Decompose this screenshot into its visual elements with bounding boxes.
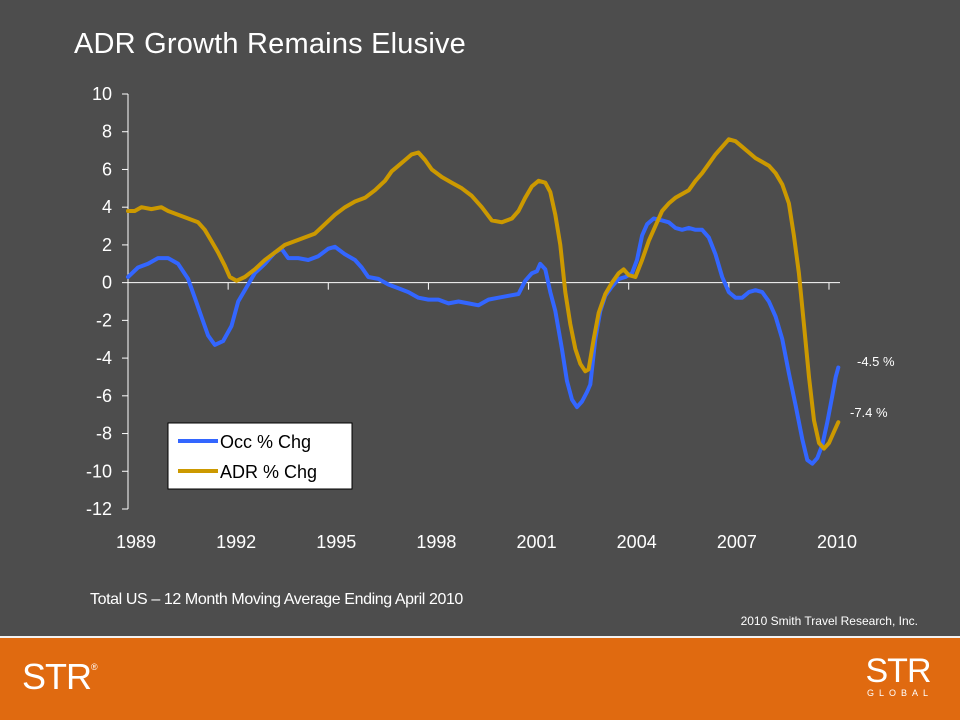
str-global-logo-main: STR [865,652,932,690]
x-tick-label: 1989 [116,532,156,552]
y-tick-label: -10 [86,461,112,481]
y-tick-label: -8 [96,424,112,444]
chart-series [126,137,841,466]
series-line-occ [126,216,841,466]
slide-title: ADR Growth Remains Elusive [74,28,466,60]
y-tick-label: -4 [96,348,112,368]
x-tick-label: 2001 [517,532,557,552]
adr-end-label: -7.4 % [850,405,888,420]
x-tick-label: 1992 [216,532,256,552]
chart-end-labels: -4.5 % -7.4 % [850,354,895,420]
chart-axes [127,94,840,509]
x-tick-label: 1995 [316,532,356,552]
y-tick-label: -12 [86,499,112,519]
y-tick-label: 8 [102,122,112,142]
y-tick-label: 4 [102,197,112,217]
legend-label-adr: ADR % Chg [220,462,317,482]
str-logo: STR® [22,656,98,698]
x-tick-label: 2007 [717,532,757,552]
x-tick-label: 2004 [617,532,657,552]
legend-label-occ: Occ % Chg [220,432,311,452]
y-tick-label: 0 [102,273,112,293]
chart-legend: Occ % Chg ADR % Chg [167,422,353,490]
x-tick-label: 1998 [416,532,456,552]
y-tick-label: 6 [102,159,112,179]
footer-bar [0,638,960,720]
x-tick-label: 2010 [817,532,857,552]
occ-end-label: -4.5 % [857,354,895,369]
chart-subtitle: Total US – 12 Month Moving Average Endin… [90,591,463,608]
y-tick-label: -6 [96,386,112,406]
str-logo-text: STR [22,656,92,697]
copyright-notice: 2010 Smith Travel Research, Inc. [740,614,918,628]
footer-divider [0,636,960,638]
str-global-logo-sub: GLOBAL [866,688,934,698]
str-global-logo: STR GLOBAL [860,654,936,698]
y-tick-label: 2 [102,235,112,255]
registered-mark: ® [91,662,98,672]
legend-box [167,422,353,490]
series-line-adr [126,137,841,451]
y-tick-label: -2 [96,310,112,330]
y-tick-label: 10 [92,84,112,104]
